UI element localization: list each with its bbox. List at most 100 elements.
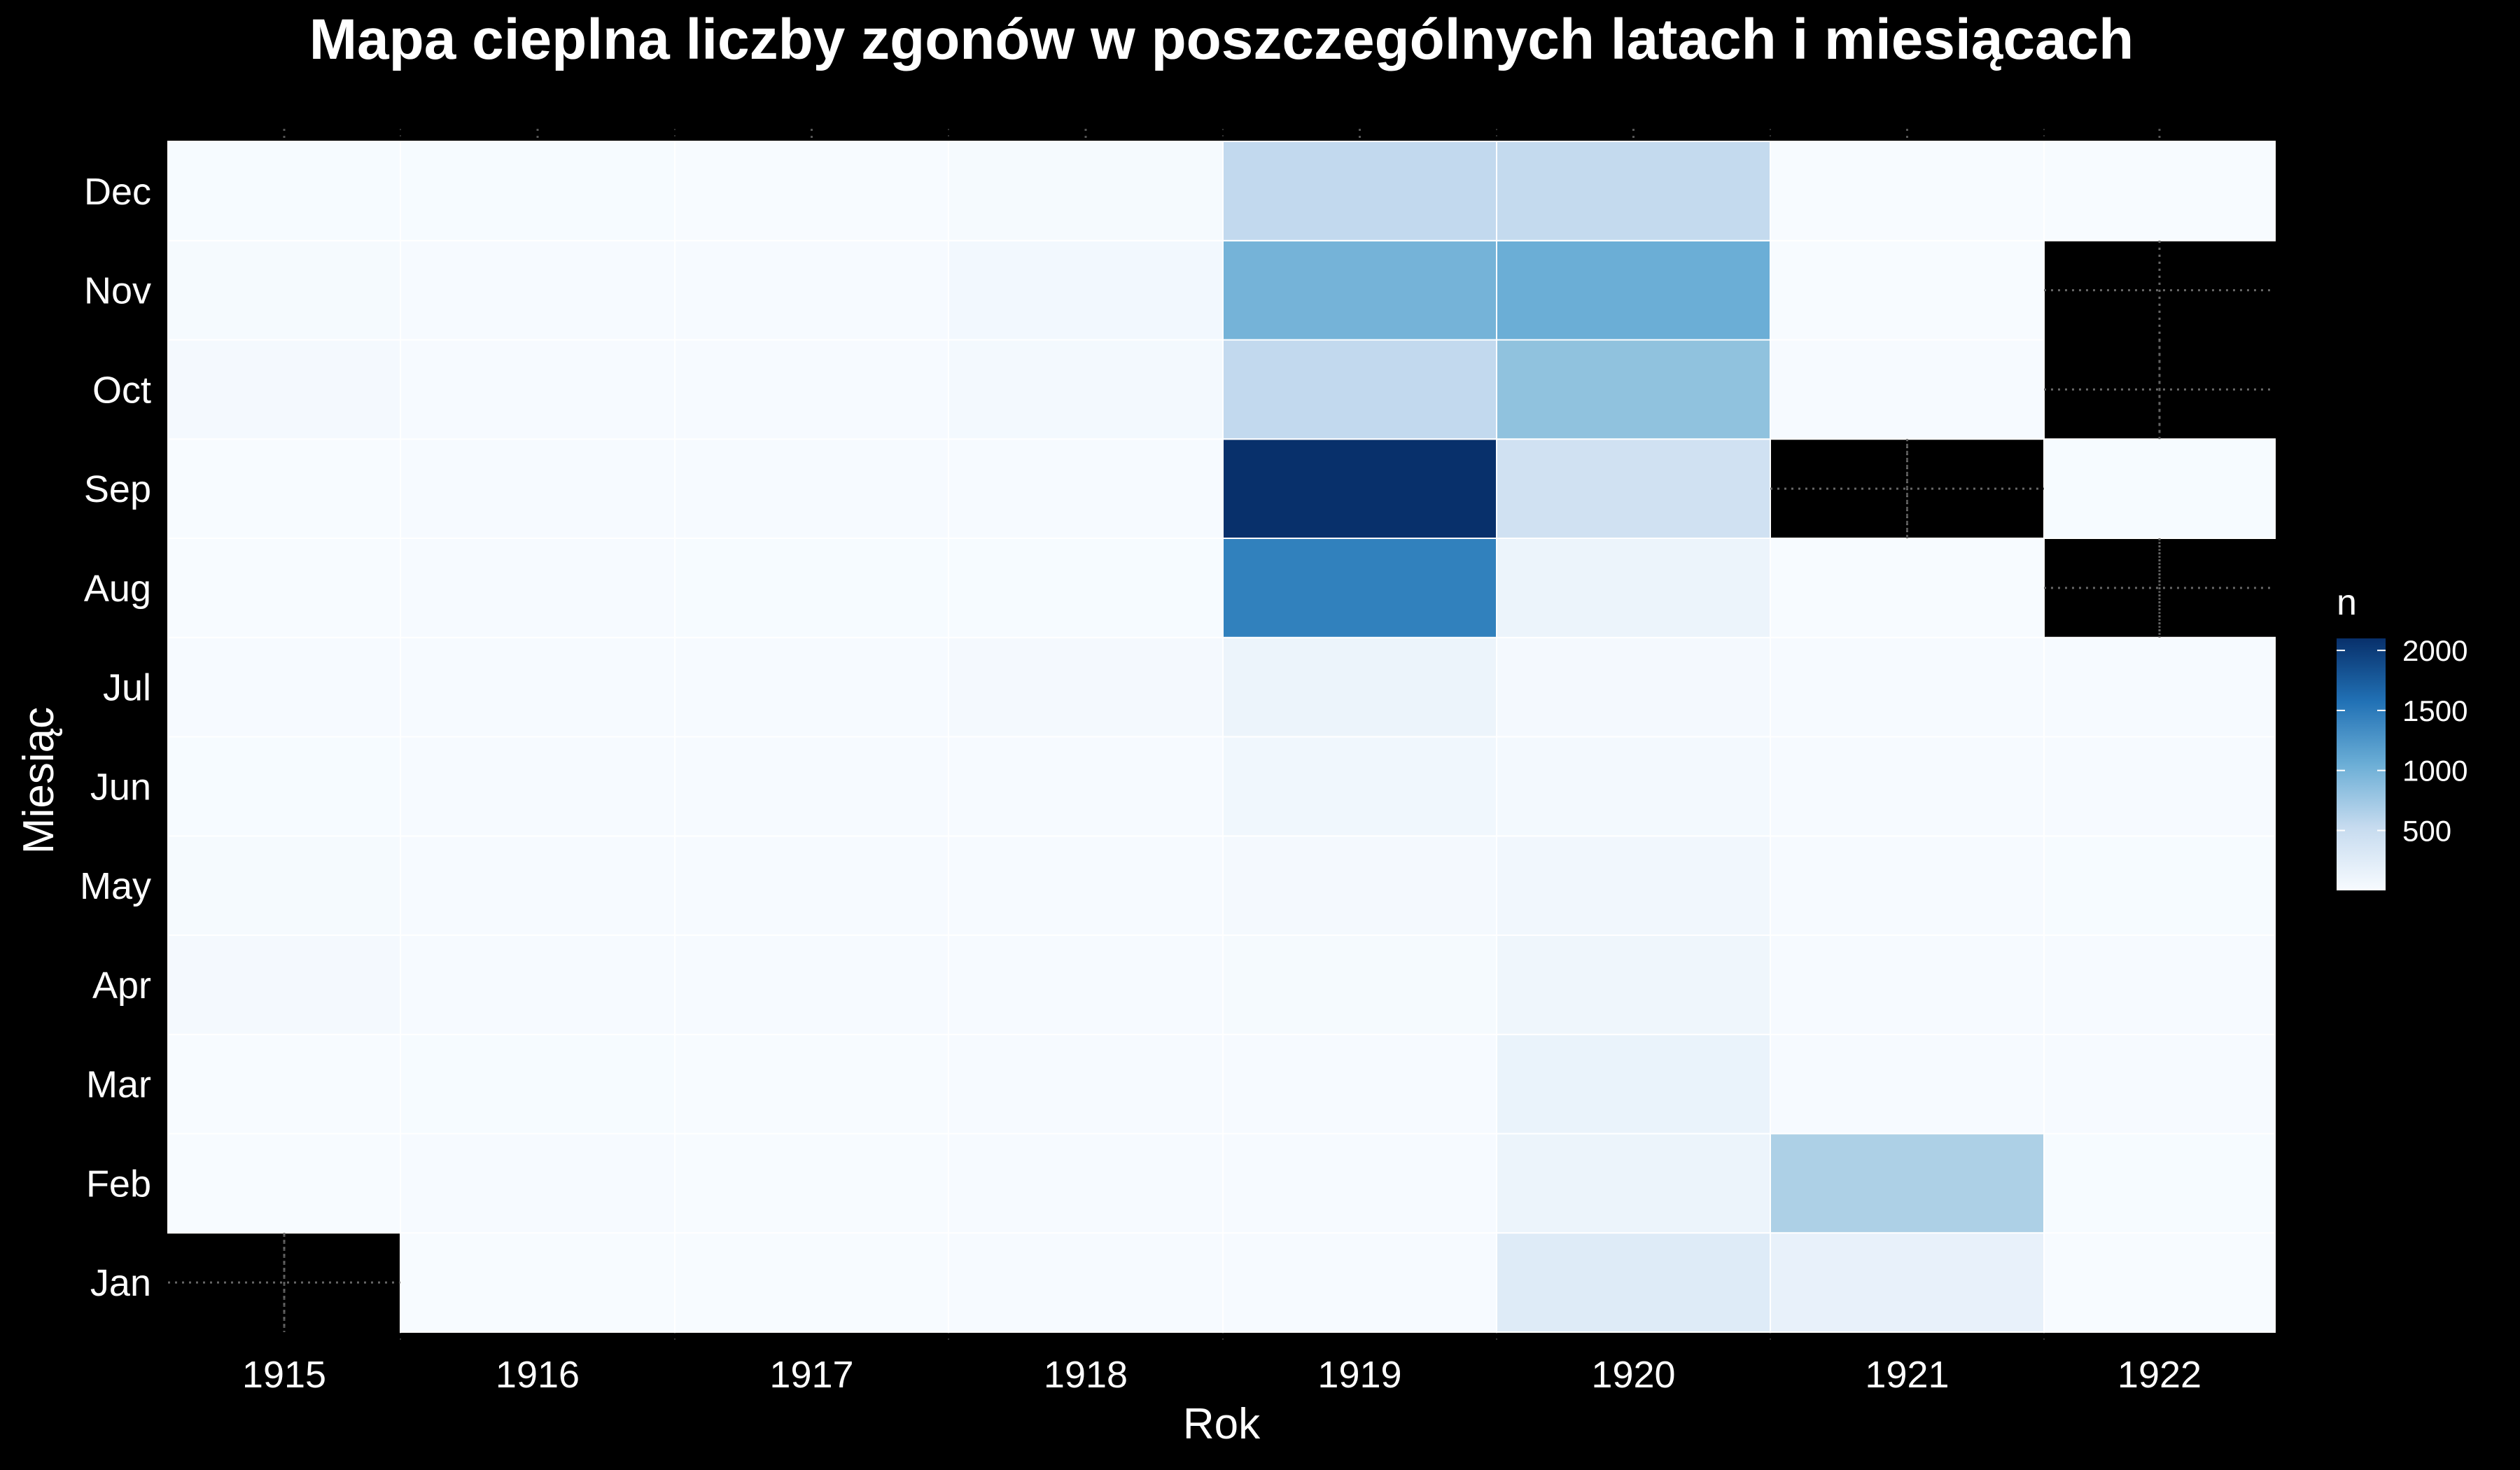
y-tick-label: Jan bbox=[90, 1262, 151, 1304]
heatmap-cell-1920-jul bbox=[1497, 638, 1770, 737]
x-tick-label: 1922 bbox=[2118, 1354, 2202, 1396]
heatmap-cell-1917-jan bbox=[675, 1233, 948, 1332]
heatmap-cell-1920-apr bbox=[1497, 935, 1770, 1035]
y-tick-label: Sep bbox=[84, 468, 151, 510]
heatmap-cells bbox=[168, 141, 2275, 1332]
heatmap-cell-1920-oct bbox=[1497, 340, 1770, 440]
heatmap-cell-1921-oct bbox=[1770, 340, 2044, 440]
y-tick-label: Jun bbox=[90, 766, 151, 808]
heatmap-cell-1918-jan bbox=[948, 1233, 1223, 1332]
heatmap-cell-1918-jun bbox=[948, 737, 1223, 836]
heatmap-cell-1922-jan bbox=[2044, 1233, 2275, 1332]
heatmap-cell-1920-feb bbox=[1497, 1134, 1770, 1233]
x-tick-label: 1917 bbox=[769, 1354, 853, 1396]
colorbar-legend: n 500 1000 1500 2000 bbox=[2337, 582, 2468, 890]
heatmap-cell-1919-jul bbox=[1223, 638, 1497, 737]
y-tick-label: Apr bbox=[92, 965, 151, 1007]
heatmap-cell-1917-nov bbox=[675, 241, 948, 340]
x-axis-label: Rok bbox=[1183, 1400, 1261, 1448]
heatmap-cell-1922-jun bbox=[2044, 737, 2275, 836]
heatmap-cell-1915-feb bbox=[168, 1134, 400, 1233]
heatmap-cell-1916-aug bbox=[400, 538, 675, 638]
heatmap-cell-1916-may bbox=[400, 836, 675, 935]
heatmap-cell-1918-aug bbox=[948, 538, 1223, 638]
heatmap-cell-1915-jul bbox=[168, 638, 400, 737]
heatmap-cell-1917-oct bbox=[675, 340, 948, 440]
heatmap-cell-1921-aug bbox=[1770, 538, 2044, 638]
y-tick-label: Aug bbox=[84, 568, 151, 610]
heatmap-cell-1920-jan bbox=[1497, 1233, 1770, 1332]
heatmap-cell-1918-feb bbox=[948, 1134, 1223, 1233]
heatmap-cell-1922-may bbox=[2044, 836, 2275, 935]
heatmap-cell-1918-jul bbox=[948, 638, 1223, 737]
colorbar-title: n bbox=[2337, 582, 2357, 623]
heatmap-cell-1921-dec bbox=[1770, 141, 2044, 241]
heatmap-cell-1918-dec bbox=[948, 141, 1223, 241]
heatmap-cell-1922-sep bbox=[2044, 439, 2275, 538]
heatmap-cell-1919-feb bbox=[1223, 1134, 1497, 1233]
heatmap-cell-1919-dec bbox=[1223, 141, 1497, 241]
chart-title: Mapa cieplna liczby zgonów w poszczególn… bbox=[309, 8, 2134, 71]
heatmap-cell-1921-may bbox=[1770, 836, 2044, 935]
heatmap-cell-1921-apr bbox=[1770, 935, 2044, 1035]
heatmap-cell-1915-may bbox=[168, 836, 400, 935]
heatmap-cell-1919-aug bbox=[1223, 538, 1497, 638]
heatmap-cell-1919-may bbox=[1223, 836, 1497, 935]
y-axis-ticks: Jan Feb Mar Apr May Jun Jul Aug Sep Oct Nov Dec bbox=[80, 171, 151, 1304]
heatmap-cell-1919-apr bbox=[1223, 935, 1497, 1035]
heatmap-cell-1921-nov bbox=[1770, 241, 2044, 340]
colorbar-tick-label: 2000 bbox=[2402, 634, 2468, 667]
heatmap-cell-1922-apr bbox=[2044, 935, 2275, 1035]
heatmap-cell-1918-apr bbox=[948, 935, 1223, 1035]
heatmap-cell-1915-mar bbox=[168, 1035, 400, 1134]
heatmap-cell-1920-aug bbox=[1497, 538, 1770, 638]
colorbar bbox=[2337, 638, 2386, 890]
heatmap-cell-1916-apr bbox=[400, 935, 675, 1035]
heatmap-cell-1919-sep bbox=[1223, 439, 1497, 538]
heatmap-cell-1917-jul bbox=[675, 638, 948, 737]
colorbar-tick-label: 500 bbox=[2402, 814, 2451, 847]
y-tick-label: Oct bbox=[92, 369, 151, 411]
heatmap-cell-1922-mar bbox=[2044, 1035, 2275, 1134]
colorbar-tick-label: 1500 bbox=[2402, 694, 2468, 727]
heatmap-cell-1917-dec bbox=[675, 141, 948, 241]
heatmap-cell-1916-jun bbox=[400, 737, 675, 836]
heatmap-cell-1922-feb bbox=[2044, 1134, 2275, 1233]
heatmap-cell-1915-sep bbox=[168, 439, 400, 538]
y-axis-label: Miesiąc bbox=[15, 707, 63, 854]
heatmap-cell-1920-dec bbox=[1497, 141, 1770, 241]
heatmap-cell-1918-may bbox=[948, 836, 1223, 935]
heatmap-cell-1920-nov bbox=[1497, 241, 1770, 340]
heatmap-cell-1915-dec bbox=[168, 141, 400, 241]
y-tick-label: Feb bbox=[86, 1163, 151, 1205]
heatmap-cell-1918-mar bbox=[948, 1035, 1223, 1134]
heatmap-cell-1920-jun bbox=[1497, 737, 1770, 836]
heatmap-cell-1922-dec bbox=[2044, 141, 2275, 241]
heatmap-cell-1916-nov bbox=[400, 241, 675, 340]
heatmap-cell-1915-apr bbox=[168, 935, 400, 1035]
heatmap-cell-1920-may bbox=[1497, 836, 1770, 935]
heatmap-cell-1916-jul bbox=[400, 638, 675, 737]
heatmap-cell-1917-sep bbox=[675, 439, 948, 538]
x-tick-label: 1921 bbox=[1865, 1354, 1949, 1396]
y-tick-label: Dec bbox=[84, 171, 151, 213]
y-tick-label: May bbox=[80, 865, 151, 907]
heatmap-cell-1915-nov bbox=[168, 241, 400, 340]
heatmap-cell-1921-jan bbox=[1770, 1233, 2044, 1332]
heatmap-cell-1919-jan bbox=[1223, 1233, 1497, 1332]
heatmap-cell-1918-oct bbox=[948, 340, 1223, 440]
heatmap-cell-1921-jul bbox=[1770, 638, 2044, 737]
heatmap-cell-1916-jan bbox=[400, 1233, 675, 1332]
heatmap-cell-1917-may bbox=[675, 836, 948, 935]
heatmap-cell-1916-sep bbox=[400, 439, 675, 538]
heatmap-cell-1921-mar bbox=[1770, 1035, 2044, 1134]
heatmap-cell-1919-jun bbox=[1223, 737, 1497, 836]
heatmap-cell-1916-mar bbox=[400, 1035, 675, 1134]
heatmap-cell-1919-mar bbox=[1223, 1035, 1497, 1134]
heatmap-cell-1921-feb bbox=[1770, 1134, 2044, 1233]
heatmap-cell-1917-mar bbox=[675, 1035, 948, 1134]
x-tick-label: 1918 bbox=[1044, 1354, 1128, 1396]
x-tick-label: 1916 bbox=[496, 1354, 580, 1396]
heatmap-cell-1920-mar bbox=[1497, 1035, 1770, 1134]
